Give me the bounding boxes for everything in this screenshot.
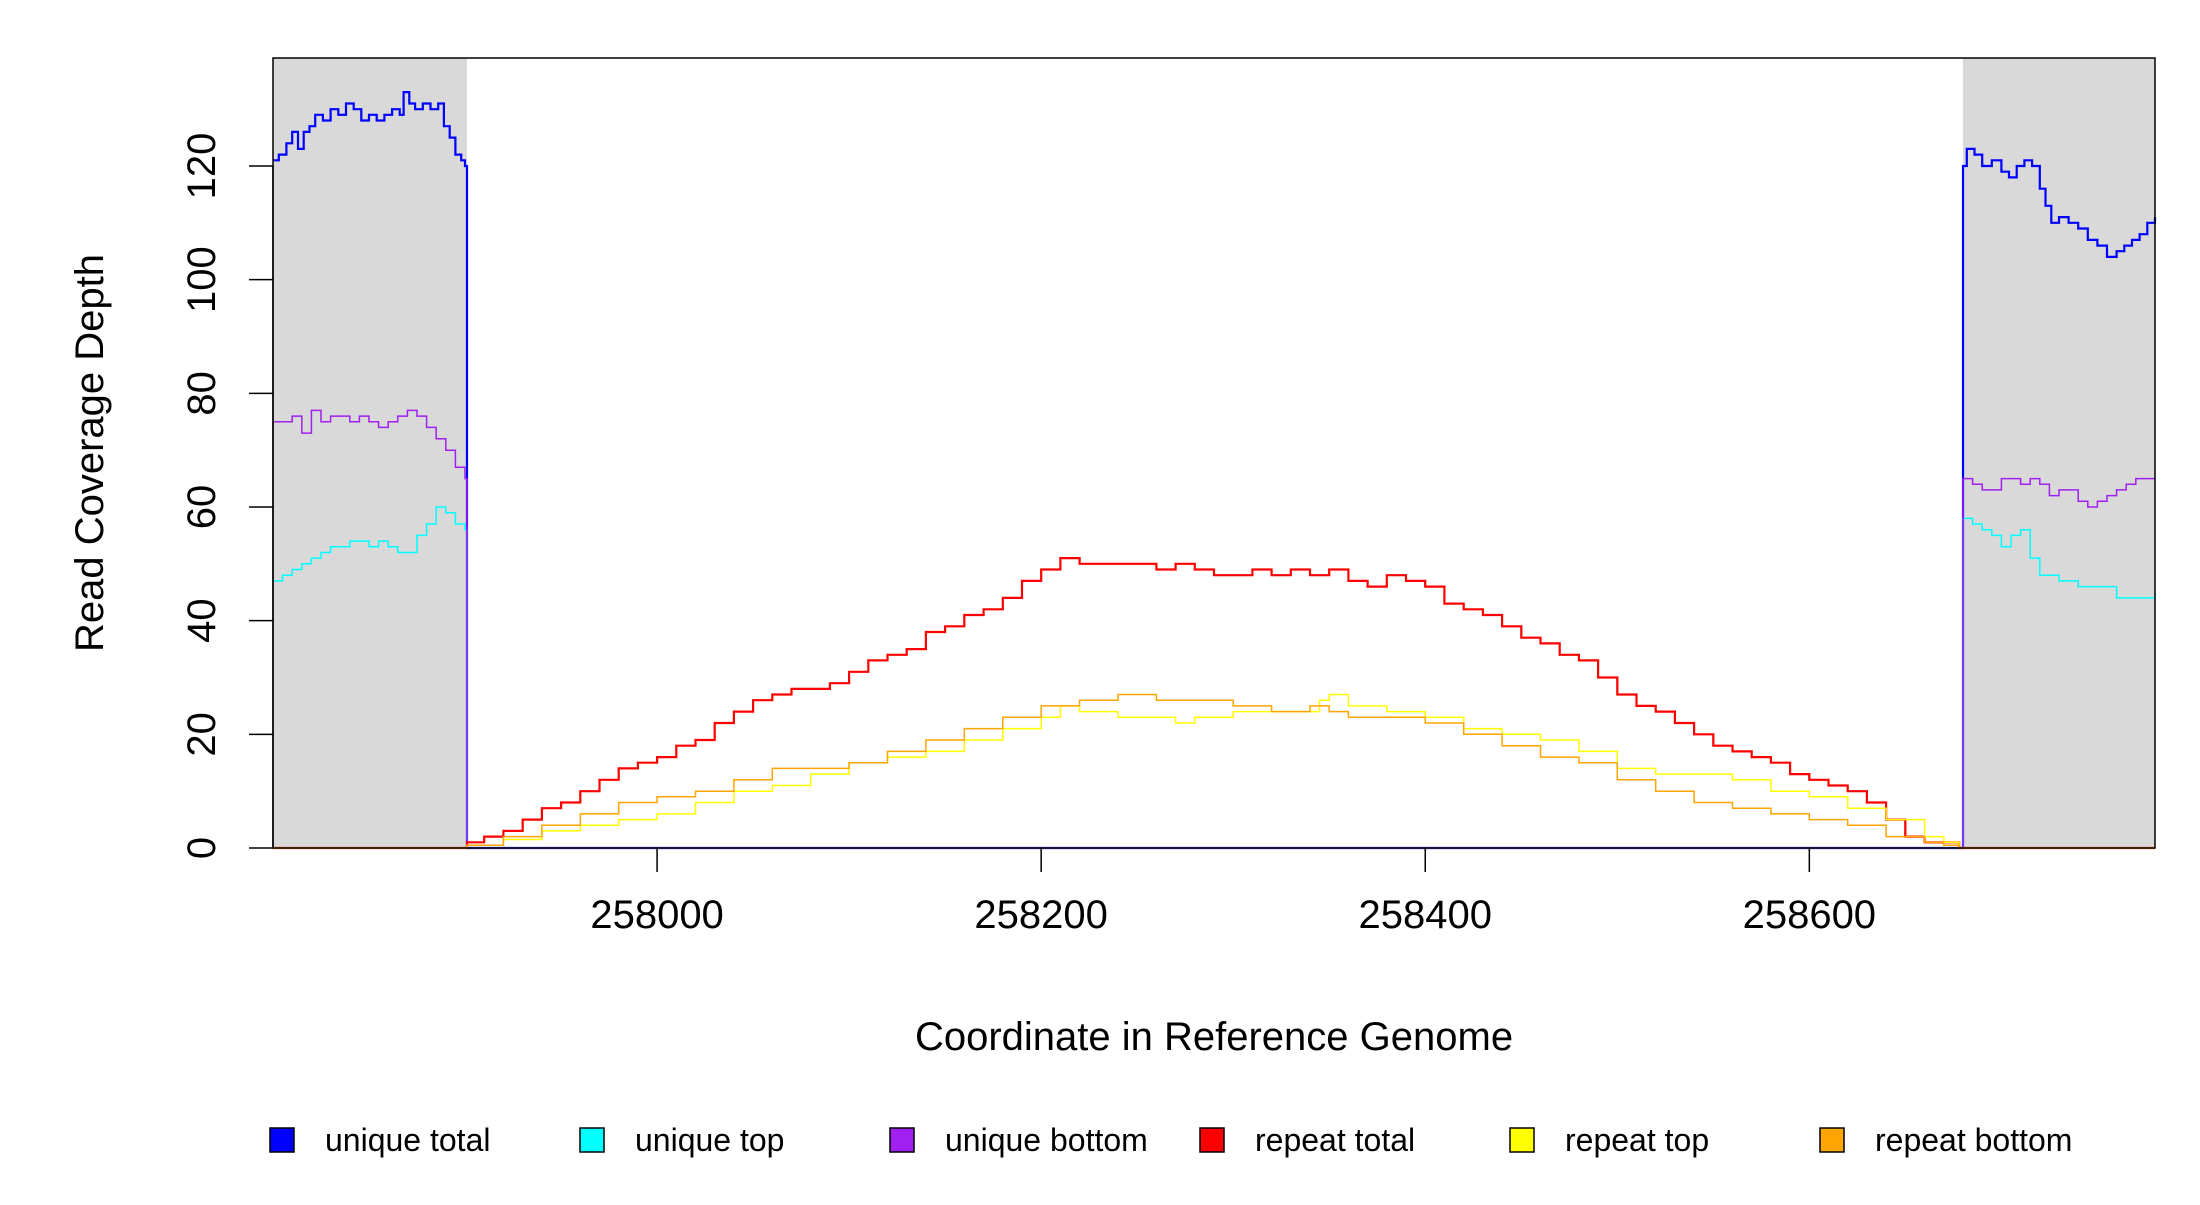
shaded-regions [273,58,2155,848]
x-tick-label-258600: 258600 [1743,893,1876,937]
legend-item-unique-total: unique total [269,1122,490,1158]
series-line-repeat-bottom [273,693,2155,849]
legend-item-unique-bottom: unique bottom [889,1122,1148,1158]
x-tick-label-258000: 258000 [590,893,723,937]
shaded-region-0 [273,58,467,848]
legend-swatch [269,1127,295,1153]
y-tick-label-20: 20 [180,712,224,757]
legend-swatch [1819,1127,1845,1153]
legend-label: unique total [325,1122,490,1158]
legend-item-repeat-top: repeat top [1509,1122,1709,1158]
x-axis-label: Coordinate in Reference Genome [915,1015,1513,1059]
series-line-unique-bottom [273,409,2155,849]
y-tick-label-60: 60 [180,485,224,530]
legend-item-repeat-total: repeat total [1199,1122,1415,1158]
legend: unique total unique top unique bottom repea… [269,1122,2072,1158]
series-line-repeat-top [273,693,2155,849]
legend-swatch [579,1127,605,1153]
legend-label: repeat top [1565,1122,1709,1158]
x-axis: 258000 258200 258400 258600 [590,848,1876,937]
y-axis-label: Read Coverage Depth [68,254,112,652]
legend-item-unique-top: unique top [579,1122,784,1158]
plot-frame [272,57,2156,849]
y-tick-label-80: 80 [180,371,224,416]
legend-label: repeat total [1255,1122,1415,1158]
series-line-repeat-total [273,557,2155,850]
legend-swatch [1199,1127,1225,1153]
series-line-unique-total [273,91,2157,850]
x-tick-label-258400: 258400 [1359,893,1492,937]
shaded-region-1 [1962,58,2155,848]
y-tick-label-100: 100 [180,246,224,313]
y-tick-label-120: 120 [180,133,224,200]
legend-swatch [1509,1127,1535,1153]
y-tick-label-0: 0 [180,837,224,859]
series-lines [273,91,2157,850]
x-tick-label-258200: 258200 [974,893,1107,937]
y-axis: 0 20 40 60 80 100 120 [180,133,274,859]
legend-label: unique top [635,1122,784,1158]
legend-label: unique bottom [945,1122,1148,1158]
legend-swatch [889,1127,915,1153]
series-line-unique-top [273,506,2156,849]
legend-label: repeat bottom [1875,1122,2072,1158]
y-tick-label-40: 40 [180,598,224,643]
legend-item-repeat-bottom: repeat bottom [1819,1122,2072,1158]
